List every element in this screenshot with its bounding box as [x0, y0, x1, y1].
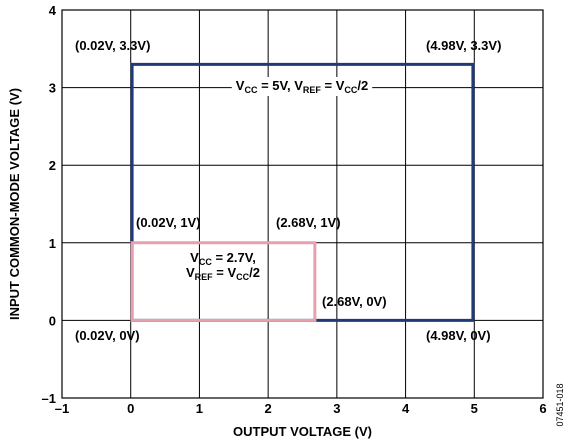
y-tick-label: –1	[42, 391, 56, 406]
figure-id: 07451-018	[555, 383, 565, 426]
point-annotation: (0.02V, 3.3V)	[75, 38, 150, 53]
tick-labels: –1 0 1 2 3 4 5 6 –1 0 1 2 3 4	[42, 3, 547, 416]
x-tick-label: –1	[55, 401, 69, 416]
x-tick-label: 6	[539, 401, 546, 416]
series-label-vcc-2p7v-line2: VREF = VCC/2	[186, 265, 260, 282]
x-tick-label: 5	[471, 401, 478, 416]
point-annotation: (4.98V, 0V)	[426, 328, 491, 343]
point-annotation: (0.02V, 1V)	[136, 215, 201, 230]
y-tick-label: 1	[49, 236, 56, 251]
series-label-vcc-5v: VCC = 5V, VREF = VCC/2	[236, 78, 368, 95]
x-tick-label: 0	[127, 401, 134, 416]
point-annotation: (4.98V, 3.3V)	[426, 38, 501, 53]
y-tick-label: 2	[49, 158, 56, 173]
y-tick-label: 4	[49, 3, 57, 18]
series-labels: VCC = 5V, VREF = VCC/2 VCC = 2.7V,VREF = …	[186, 77, 373, 282]
series-vcc-5v	[130, 62, 475, 322]
point-annotation: (2.68V, 0V)	[322, 294, 387, 309]
y-axis-title: INPUT COMMON-MODE VOLTAGE (V)	[7, 88, 22, 320]
y-tick-label: 0	[49, 313, 56, 328]
x-tick-label: 3	[333, 401, 340, 416]
x-tick-label: 4	[402, 401, 410, 416]
plot-frame	[61, 9, 544, 399]
x-axis-title: OUTPUT VOLTAGE (V)	[233, 424, 372, 439]
x-tick-label: 2	[265, 401, 272, 416]
series-layer	[130, 62, 475, 322]
series-label-background	[231, 77, 373, 96]
point-annotation: (2.68V, 1V)	[276, 215, 341, 230]
y-tick-label: 3	[49, 81, 56, 96]
point-annotation: (0.02V, 0V)	[75, 328, 140, 343]
series-vcc-2p7v	[130, 241, 317, 322]
point-annotations: (0.02V, 3.3V) (4.98V, 3.3V) (0.02V, 1V) (2.…	[75, 38, 501, 343]
x-tick-label: 1	[196, 401, 203, 416]
series-label-vcc-2p7v-line1: VCC = 2.7V,	[190, 250, 256, 267]
